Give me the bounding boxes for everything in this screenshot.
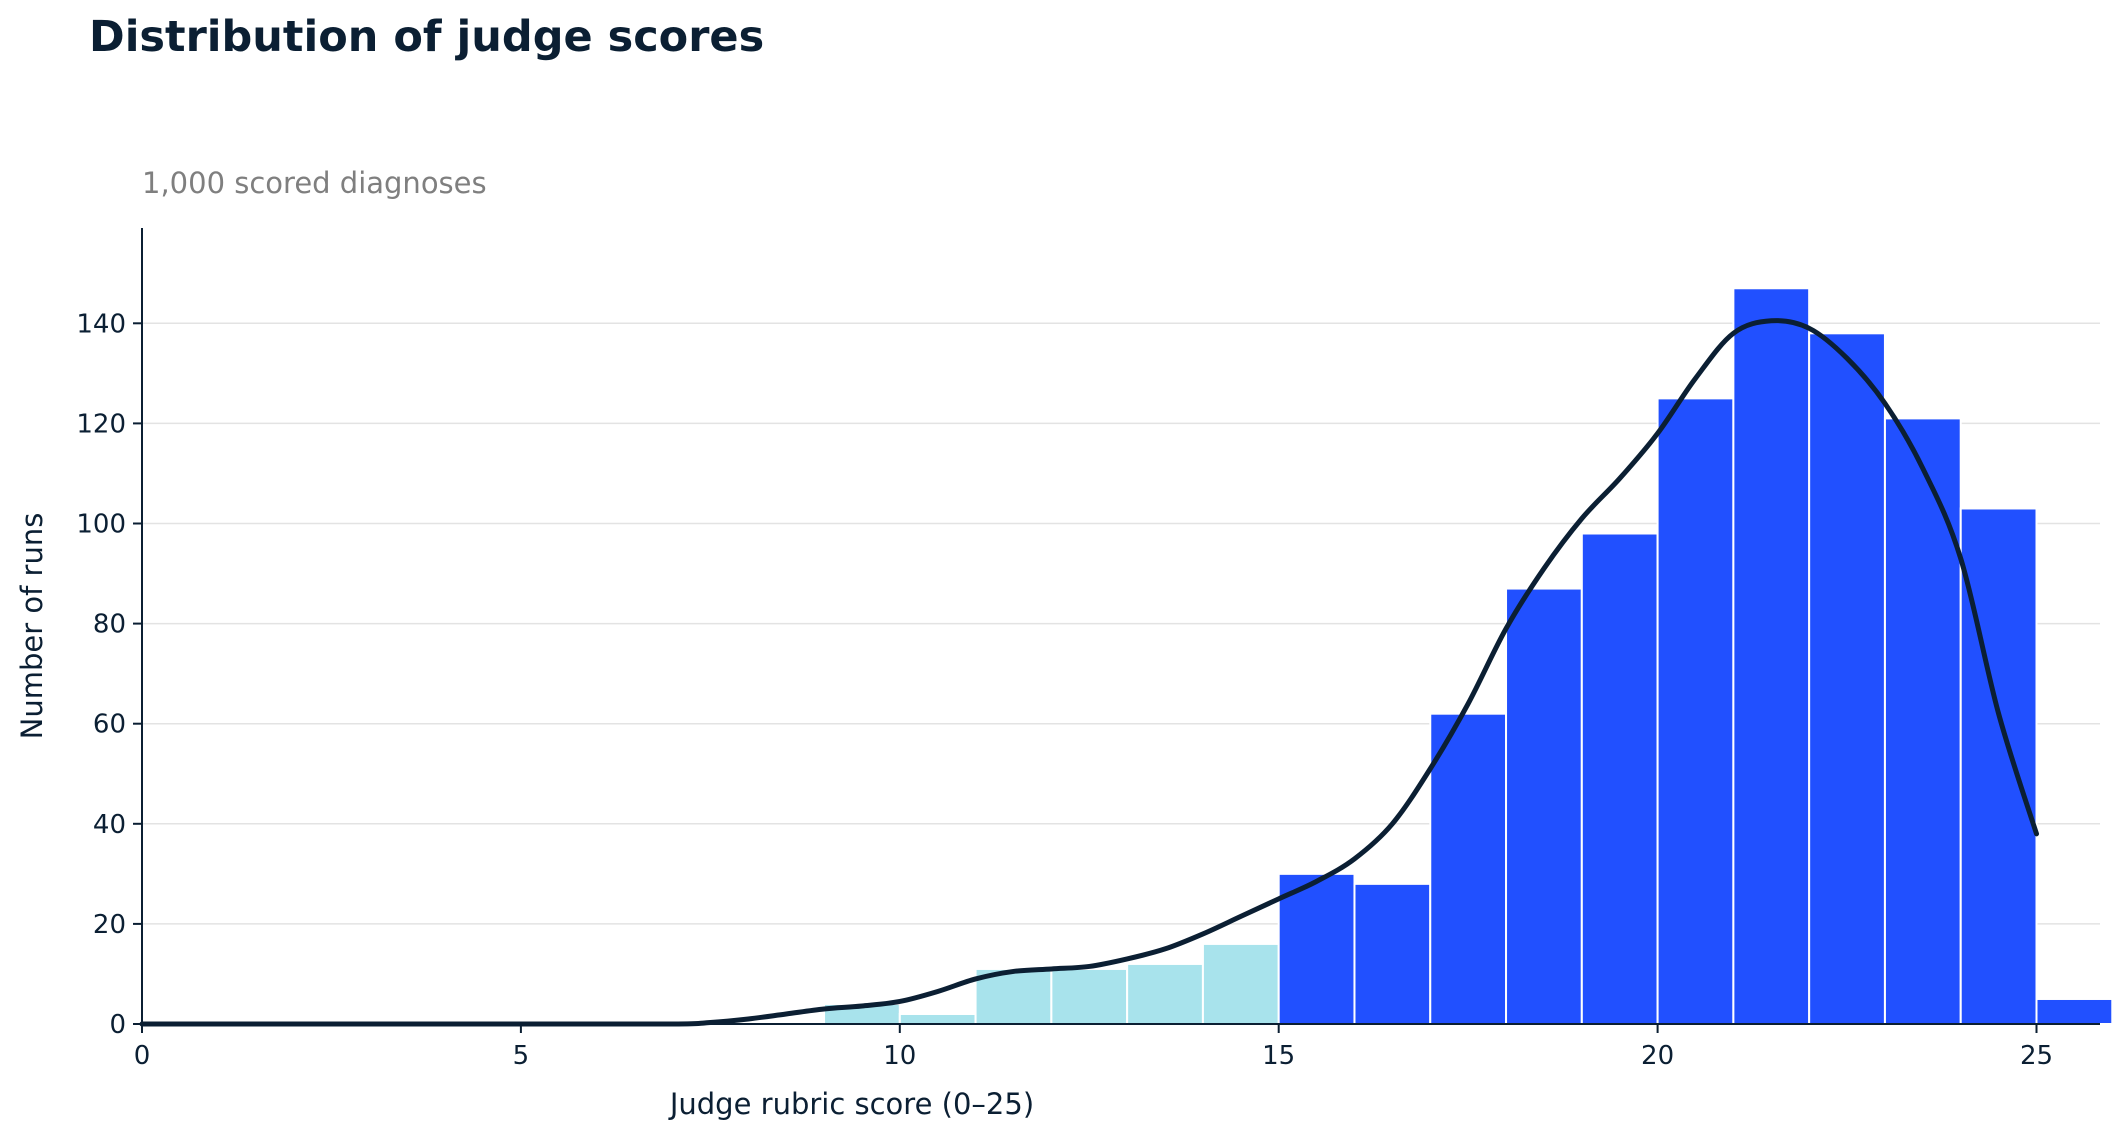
y-tick-label: 120 [76, 409, 126, 439]
histogram-bar [1959, 507, 2038, 1025]
histogram-bar [1353, 882, 1432, 1025]
histogram-bar [1580, 532, 1659, 1025]
y-tick-label: 60 [93, 710, 126, 740]
chart-subtitle: 1,000 scored diagnoses [142, 166, 487, 200]
axes [141, 228, 2100, 1025]
histogram-bar [1505, 587, 1583, 1025]
density-curve-layer [139, 318, 2039, 1027]
y-tick-label: 20 [93, 910, 126, 940]
x-tick-label: 15 [1262, 1041, 1295, 1071]
density-curve [139, 318, 2039, 1027]
x-tick-label: 25 [2020, 1041, 2053, 1071]
histogram-bar [1656, 397, 1735, 1025]
x-axis-label: Judge rubric score (0–25) [668, 1087, 1034, 1121]
histogram-bars [823, 287, 2114, 1026]
histogram-bar [1808, 332, 1886, 1025]
histogram-bar [2035, 997, 2114, 1025]
tick-labels: 0 5 10 15 20 25 0 20 40 60 80 100 120 140 [76, 309, 2053, 1071]
histogram-bar [1050, 967, 1129, 1026]
histogram-bar [898, 1012, 977, 1025]
histogram-bar [1429, 712, 1508, 1025]
histogram-bar [1126, 962, 1204, 1026]
y-tick-label: 100 [76, 510, 126, 540]
x-tick-label: 5 [513, 1041, 530, 1071]
x-tick-label: 10 [883, 1041, 916, 1071]
histogram-bar [1883, 417, 1962, 1025]
x-tick-label: 20 [1641, 1041, 1674, 1071]
y-tick-label: 80 [93, 610, 126, 640]
chart-title: Distribution of judge scores [89, 12, 765, 62]
y-axis-label: Number of runs [15, 513, 49, 740]
histogram-bar [1732, 287, 1811, 1025]
histogram-bar [1201, 942, 1280, 1025]
y-tick-label: 0 [109, 1010, 126, 1040]
y-tick-label: 140 [76, 309, 126, 339]
x-tick-label: 0 [134, 1041, 151, 1071]
y-tick-label: 40 [93, 810, 126, 840]
